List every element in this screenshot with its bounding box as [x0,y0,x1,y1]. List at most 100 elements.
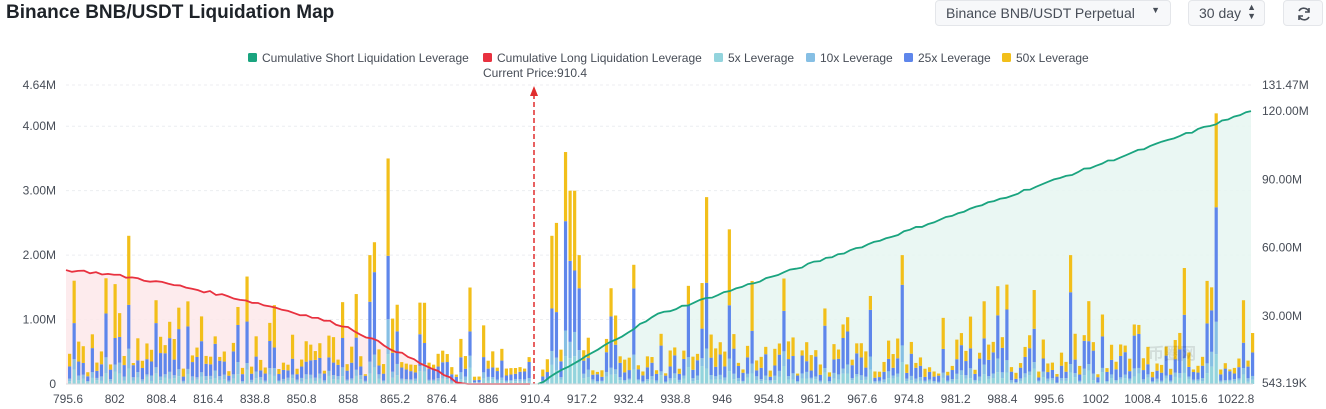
bar-segment-lev10 [1160,380,1164,383]
bar-segment-lev10 [632,354,636,370]
x-tick-label: 995.6 [1034,392,1064,406]
bar-segment-lev10 [1000,372,1004,379]
bar-segment-lev50 [377,349,381,366]
bar-segment-lev5 [1028,375,1032,384]
bar-segment-lev25 [395,331,399,364]
bar-segment-lev50 [149,349,154,362]
bar-segment-lev25 [732,348,736,374]
bar-segment-lev5 [186,373,190,384]
bar-stack [1246,360,1250,384]
bar-segment-lev50 [950,365,954,371]
bar-stack [978,352,982,384]
bar-segment-lev25 [245,321,249,364]
bar-stack [568,190,572,384]
x-tick-label: 1015.6 [1171,392,1208,406]
bar-segment-lev5 [1018,380,1023,384]
bar-segment-lev50 [577,255,581,289]
bar-segment-lev5 [1210,366,1214,384]
bar-segment-lev25 [1041,358,1045,372]
bar-stack [372,242,377,384]
bar-segment-lev10 [941,372,945,378]
long-cumulative-fill [66,270,530,384]
bar-segment-lev10 [1114,380,1118,382]
bar-segment-lev10 [714,376,718,380]
bar-segment-lev25 [841,337,845,369]
bar-stack [1164,346,1168,384]
bar-stack [591,370,595,384]
x-tick-label: 850.8 [287,392,317,406]
bar-segment-lev25 [359,366,363,376]
bar-segment-lev50 [846,317,850,332]
bar-segment-lev25 [900,284,904,346]
bar-segment-lev5 [1023,377,1027,384]
legend-item-lev25: 25x Leverage [904,51,991,65]
bar-segment-lev5 [941,377,945,384]
bar-segment-lev25 [996,315,1000,359]
bar-segment-lev50 [691,356,695,370]
bar-segment-lev5 [313,380,317,384]
bar-segment-lev25 [727,305,731,359]
bar-stack [705,197,709,384]
bar-stack [68,353,72,384]
bar-segment-lev10 [773,375,777,381]
bar-stack [686,285,690,384]
bar-stack [950,365,954,384]
bar-segment-lev50 [809,355,813,371]
bar-segment-lev25 [541,376,545,381]
bar-stack [381,364,386,384]
bar-segment-lev50 [104,278,108,314]
bar-segment-lev50 [1046,363,1050,373]
bar-segment-lev25 [1028,348,1032,372]
bar-segment-lev25 [932,376,936,381]
bar-segment-lev5 [641,382,645,384]
bar-segment-lev5 [695,380,700,384]
bar-segment-lev50 [272,305,276,348]
x-tick-label: 932.4 [614,392,644,406]
legend-item-long_cum: Cumulative Long Liquidation Leverage [483,51,702,65]
bar-segment-lev50 [190,355,195,363]
bar-segment-lev50 [186,301,190,327]
bar-segment-lev10 [1141,379,1145,382]
bar-segment-lev50 [759,356,763,368]
bar-segment-lev50 [281,362,286,370]
bar-segment-lev10 [1164,375,1168,379]
pair-select[interactable]: Binance BNB/USDT Perpetual ▼ [935,0,1171,26]
bar-segment-lev25 [896,358,900,374]
bar-segment-lev25 [1128,371,1132,379]
bar-segment-lev50 [1041,339,1045,359]
bar-segment-lev5 [745,377,750,384]
bar-segment-lev25 [1169,374,1173,381]
short-cumulative-fill [538,111,1251,384]
bar-segment-lev5 [959,375,963,384]
bar-segment-lev10 [950,379,954,382]
bar-segment-lev25 [1046,372,1050,379]
bar-segment-lev50 [868,295,872,310]
bar-segment-lev10 [154,367,158,374]
bar-segment-lev10 [877,380,882,383]
bar-stack [277,369,281,384]
bar-segment-lev25 [868,309,872,357]
bar-segment-lev10 [1087,364,1091,371]
bar-segment-lev10 [859,375,863,381]
bar-segment-lev10 [227,380,231,383]
bar-stack [814,350,818,384]
bar-segment-lev50 [955,339,959,360]
bar-segment-lev5 [927,381,932,384]
bar-segment-lev50 [573,190,577,271]
bar-stack [777,343,781,384]
bar-segment-lev50 [177,307,181,330]
bar-segment-lev50 [891,354,895,368]
bar-segment-lev50 [468,287,472,332]
bar-stack [1169,368,1173,384]
period-select[interactable]: 30 day ▲ ▼ [1188,0,1265,26]
bar-stack [145,343,149,384]
bar-segment-lev10 [468,355,472,368]
bar-stack [222,351,226,384]
refresh-button[interactable] [1283,0,1323,26]
bar-segment-lev5 [946,381,950,384]
bar-stack [336,359,340,384]
bar-segment-lev50 [786,341,791,360]
bar-segment-lev5 [550,364,554,384]
bar-segment-lev25 [982,338,986,365]
bar-stack [1100,314,1105,384]
